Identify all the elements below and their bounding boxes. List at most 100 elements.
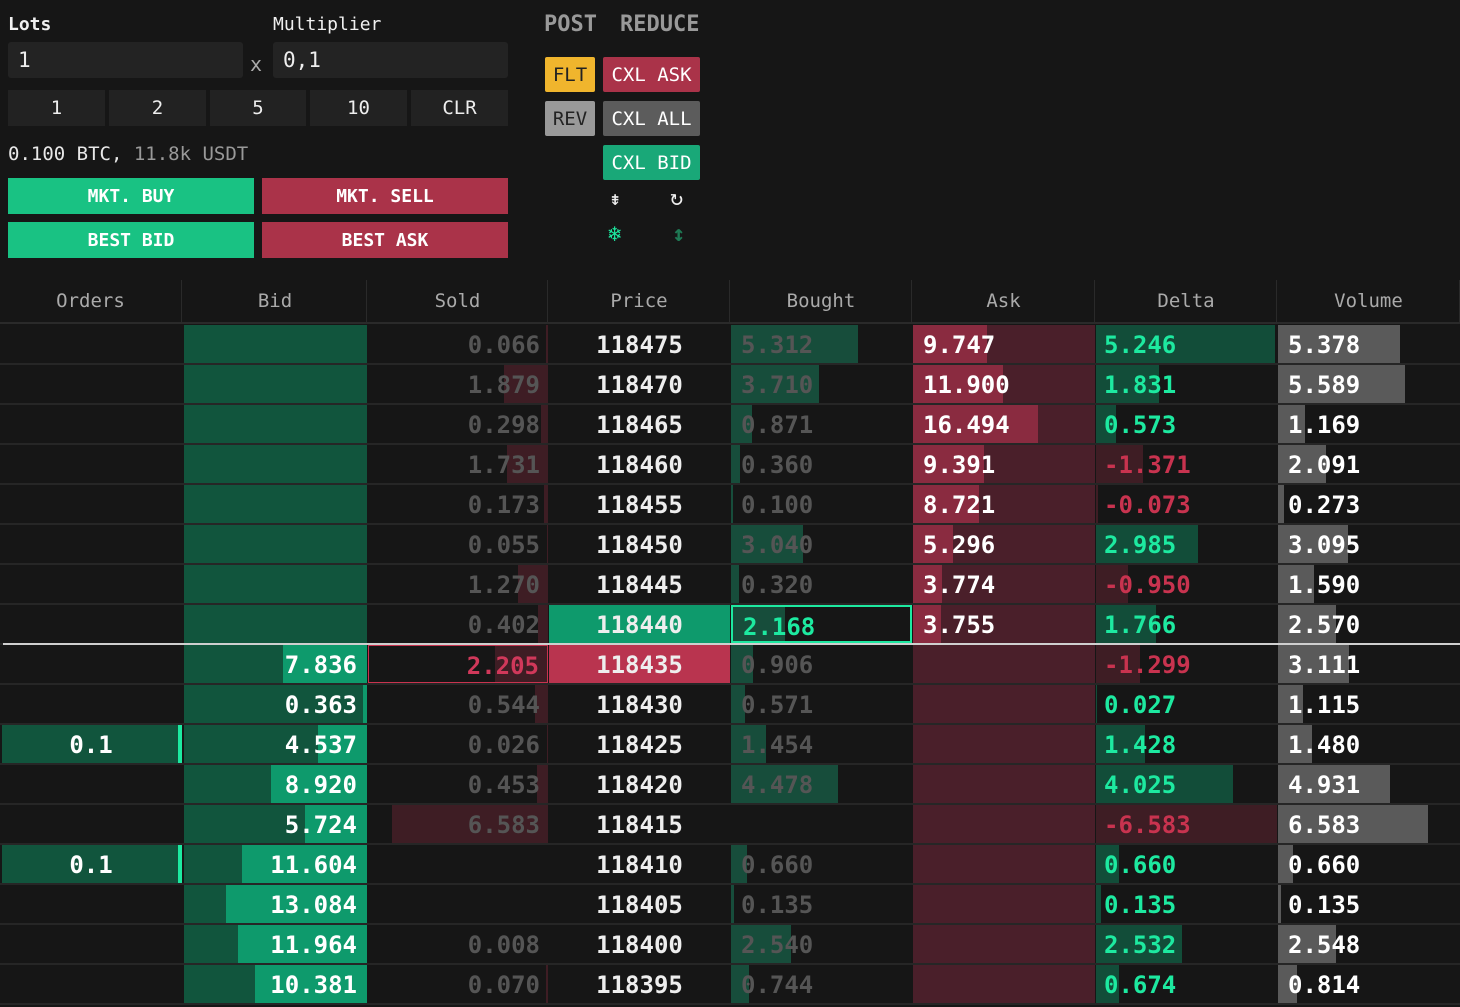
cell-sold[interactable]: 0.008 bbox=[368, 925, 548, 963]
best-bid-button[interactable]: BEST BID bbox=[8, 222, 254, 258]
cell-bought[interactable]: 2.168 bbox=[731, 605, 912, 643]
cancel-ask-button[interactable]: CXL ASK bbox=[603, 57, 700, 92]
cell-sold[interactable] bbox=[368, 885, 548, 923]
cell-orders[interactable] bbox=[0, 925, 182, 963]
cell-delta[interactable]: 1.831 bbox=[1096, 365, 1277, 403]
ladder-row[interactable]: 0.298 118465 0.871 16.494 0.573 1.169 bbox=[0, 405, 1460, 445]
cell-bid[interactable] bbox=[184, 405, 367, 443]
cell-sold[interactable]: 0.173 bbox=[368, 485, 548, 523]
cell-sold[interactable]: 2.205 bbox=[368, 645, 548, 683]
cell-bought[interactable]: 0.744 bbox=[731, 965, 912, 1003]
cell-bid[interactable] bbox=[184, 365, 367, 403]
cell-orders[interactable] bbox=[0, 885, 182, 923]
header-bid[interactable]: Bid bbox=[184, 280, 367, 322]
ladder-row[interactable]: 1.731 118460 0.360 9.391 -1.371 2.091 bbox=[0, 445, 1460, 485]
cell-bought[interactable] bbox=[731, 805, 912, 843]
cell-sold[interactable]: 0.453 bbox=[368, 765, 548, 803]
cell-ask[interactable]: 3.755 bbox=[913, 605, 1095, 643]
cell-bid[interactable]: 11.964 bbox=[184, 925, 367, 963]
cell-price[interactable]: 118450 bbox=[549, 525, 730, 563]
multiplier-input[interactable]: 0,1 bbox=[273, 42, 508, 78]
cell-bought[interactable]: 0.571 bbox=[731, 685, 912, 723]
cell-delta[interactable]: -0.950 bbox=[1096, 565, 1277, 603]
cell-ask[interactable] bbox=[913, 885, 1095, 923]
cell-orders[interactable] bbox=[0, 525, 182, 563]
cell-ask[interactable] bbox=[913, 845, 1095, 883]
header-bought[interactable]: Bought bbox=[731, 280, 912, 322]
cell-price[interactable]: 118440 bbox=[549, 605, 730, 643]
cell-price[interactable]: 118430 bbox=[549, 685, 730, 723]
refresh-icon[interactable]: ↻ bbox=[670, 186, 684, 211]
cell-delta[interactable]: 2.532 bbox=[1096, 925, 1277, 963]
cell-bought[interactable]: 0.906 bbox=[731, 645, 912, 683]
cell-delta[interactable]: 1.428 bbox=[1096, 725, 1277, 763]
cell-bought[interactable]: 0.320 bbox=[731, 565, 912, 603]
vertical-arrows-icon[interactable]: ↕ bbox=[672, 222, 686, 247]
cell-bid[interactable] bbox=[184, 485, 367, 523]
cell-ask[interactable] bbox=[913, 725, 1095, 763]
cell-delta[interactable]: 4.025 bbox=[1096, 765, 1277, 803]
cell-sold[interactable]: 0.055 bbox=[368, 525, 548, 563]
cell-bid[interactable]: 4.537 bbox=[184, 725, 367, 763]
post-toggle[interactable]: POST bbox=[544, 12, 597, 37]
quick-lot-1-button[interactable]: 1 bbox=[8, 90, 105, 126]
ladder-row[interactable]: 10.381 0.070 118395 0.744 0.674 0.814 bbox=[0, 965, 1460, 1005]
cell-sold[interactable]: 0.066 bbox=[368, 325, 548, 363]
rev-button[interactable]: REV bbox=[545, 101, 595, 136]
cell-ask[interactable] bbox=[913, 805, 1095, 843]
cell-price[interactable]: 118475 bbox=[549, 325, 730, 363]
cell-price[interactable]: 118460 bbox=[549, 445, 730, 483]
ladder-row[interactable]: 0.402 118440 2.168 3.755 1.766 2.570 bbox=[0, 605, 1460, 645]
cell-delta[interactable]: -6.583 bbox=[1096, 805, 1277, 843]
ladder-row[interactable]: 11.964 0.008 118400 2.540 2.532 2.548 bbox=[0, 925, 1460, 965]
cell-price[interactable]: 118435 bbox=[549, 645, 730, 683]
cell-sold[interactable]: 0.070 bbox=[368, 965, 548, 1003]
ladder-row[interactable]: 8.920 0.453 118420 4.478 4.025 4.931 bbox=[0, 765, 1460, 805]
cell-orders[interactable] bbox=[0, 765, 182, 803]
ladder-row[interactable]: 7.836 2.205 118435 0.906 -1.299 3.111 bbox=[0, 645, 1460, 685]
cell-price[interactable]: 118420 bbox=[549, 765, 730, 803]
cell-bid[interactable] bbox=[184, 325, 367, 363]
cell-orders[interactable]: 0.1 bbox=[0, 725, 182, 763]
ladder-row[interactable]: 0.066 118475 5.312 9.747 5.246 5.378 bbox=[0, 325, 1460, 365]
ladder-row[interactable]: 0.055 118450 3.040 5.296 2.985 3.095 bbox=[0, 525, 1460, 565]
cell-price[interactable]: 118405 bbox=[549, 885, 730, 923]
clear-button[interactable]: CLR bbox=[411, 90, 508, 126]
cell-bid[interactable]: 8.920 bbox=[184, 765, 367, 803]
ladder-row[interactable]: 1.879 118470 3.710 11.900 1.831 5.589 bbox=[0, 365, 1460, 405]
cell-ask[interactable]: 9.747 bbox=[913, 325, 1095, 363]
ladder-row[interactable]: 13.084 118405 0.135 0.135 0.135 bbox=[0, 885, 1460, 925]
cell-ask[interactable] bbox=[913, 965, 1095, 1003]
cell-bid[interactable] bbox=[184, 605, 367, 643]
cell-orders[interactable] bbox=[0, 565, 182, 603]
cell-price[interactable]: 118395 bbox=[549, 965, 730, 1003]
cell-price[interactable]: 118470 bbox=[549, 365, 730, 403]
ladder-row[interactable]: 0.1 4.537 0.026 118425 1.454 1.428 1.480 bbox=[0, 725, 1460, 765]
cell-delta[interactable]: 0.674 bbox=[1096, 965, 1277, 1003]
cell-sold[interactable]: 0.298 bbox=[368, 405, 548, 443]
cell-bought[interactable]: 3.040 bbox=[731, 525, 912, 563]
quick-lot-2-button[interactable]: 2 bbox=[109, 90, 206, 126]
cell-bought[interactable]: 2.540 bbox=[731, 925, 912, 963]
snowflake-icon[interactable]: ❄ bbox=[608, 222, 622, 247]
cell-orders[interactable] bbox=[0, 365, 182, 403]
cell-sold[interactable]: 0.402 bbox=[368, 605, 548, 643]
cell-orders[interactable] bbox=[0, 605, 182, 643]
cell-delta[interactable]: -1.371 bbox=[1096, 445, 1277, 483]
cell-bought[interactable]: 1.454 bbox=[731, 725, 912, 763]
quick-lot-5-button[interactable]: 5 bbox=[210, 90, 306, 126]
cell-price[interactable]: 118425 bbox=[549, 725, 730, 763]
cell-ask[interactable]: 8.721 bbox=[913, 485, 1095, 523]
header-orders[interactable]: Orders bbox=[0, 280, 182, 322]
cell-orders[interactable]: 0.1 bbox=[0, 845, 182, 883]
ladder-row[interactable]: 0.173 118455 0.100 8.721 -0.073 0.273 bbox=[0, 485, 1460, 525]
cell-bid[interactable] bbox=[184, 565, 367, 603]
cell-ask[interactable]: 3.774 bbox=[913, 565, 1095, 603]
cell-ask[interactable] bbox=[913, 925, 1095, 963]
cell-orders[interactable] bbox=[0, 805, 182, 843]
cell-bid[interactable]: 13.084 bbox=[184, 885, 367, 923]
cell-delta[interactable]: 1.766 bbox=[1096, 605, 1277, 643]
cell-price[interactable]: 118415 bbox=[549, 805, 730, 843]
ladder-row[interactable]: 1.270 118445 0.320 3.774 -0.950 1.590 bbox=[0, 565, 1460, 605]
cell-ask[interactable] bbox=[913, 645, 1095, 683]
